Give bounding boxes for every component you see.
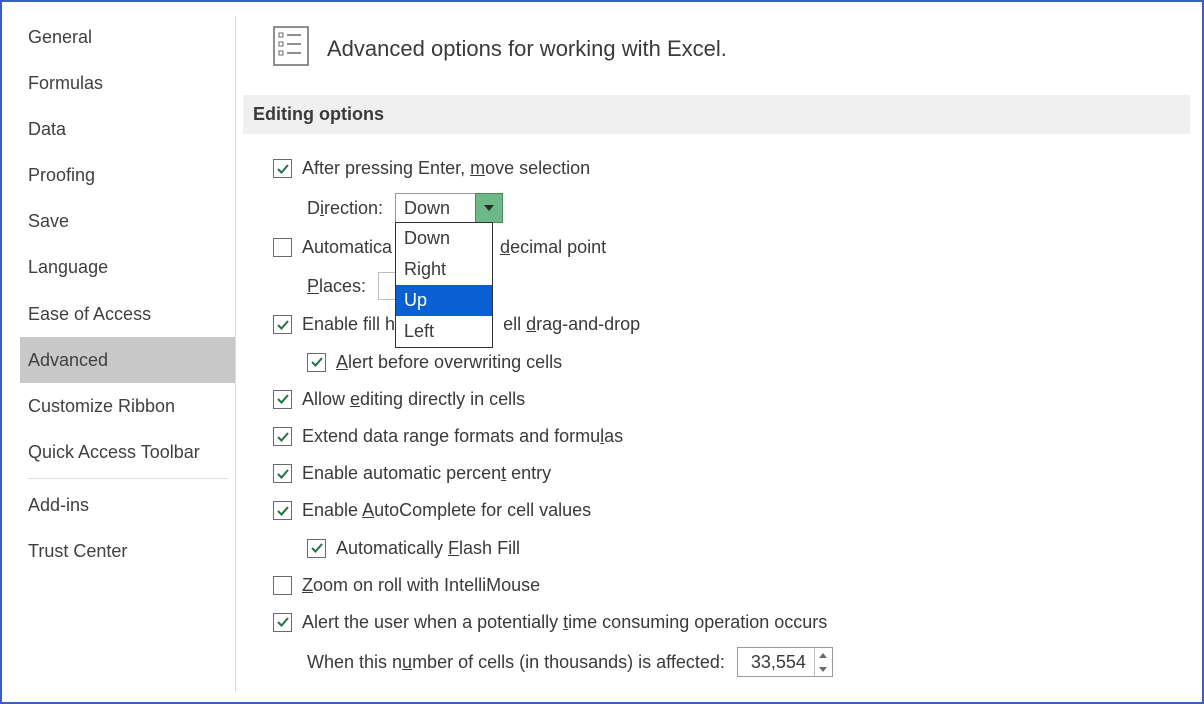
checkbox-flash-fill[interactable]: [307, 539, 326, 558]
label-autocomplete: Enable AutoComplete for cell values: [302, 498, 591, 523]
checkbox-after-enter[interactable]: [273, 159, 292, 178]
chevron-up-icon: [819, 653, 827, 658]
sidebar-separator: [28, 478, 228, 479]
checkbox-auto-decimal[interactable]: [273, 238, 292, 257]
direction-select[interactable]: Down Down Right Up Left: [395, 193, 503, 223]
sidebar-item-ease-of-access[interactable]: Ease of Access: [20, 291, 236, 337]
option-allow-editing[interactable]: Allow editing directly in cells: [273, 387, 1202, 412]
sidebar: General Formulas Data Proofing Save Lang…: [2, 2, 237, 702]
option-auto-percent[interactable]: Enable automatic percent entry: [273, 461, 1202, 486]
option-autocomplete[interactable]: Enable AutoComplete for cell values: [273, 498, 1202, 523]
direction-option-right[interactable]: Right: [396, 254, 492, 285]
sidebar-item-proofing[interactable]: Proofing: [20, 152, 236, 198]
label-alert-time-consuming: Alert the user when a potentially time c…: [302, 610, 827, 635]
sidebar-item-add-ins[interactable]: Add-ins: [20, 482, 236, 528]
checkbox-auto-percent[interactable]: [273, 464, 292, 483]
chevron-down-icon: [484, 205, 494, 211]
option-extend-formats[interactable]: Extend data range formats and formulas: [273, 424, 1202, 449]
cells-threshold-value: 33,554: [738, 648, 814, 676]
checkbox-zoom-intellimouse[interactable]: [273, 576, 292, 595]
sidebar-item-language[interactable]: Language: [20, 244, 236, 290]
checkbox-autocomplete[interactable]: [273, 501, 292, 520]
label-flash-fill: Automatically Flash Fill: [336, 536, 520, 561]
spin-up-button[interactable]: [815, 648, 832, 662]
page-title: Advanced options for working with Excel.: [327, 36, 727, 62]
cells-threshold-row: When this number of cells (in thousands)…: [273, 647, 1202, 677]
label-after-enter: After pressing Enter, move selection: [302, 156, 590, 181]
page-header: Advanced options for working with Excel.: [237, 2, 1202, 95]
option-zoom-intellimouse[interactable]: Zoom on roll with IntelliMouse: [273, 573, 1202, 598]
sidebar-item-save[interactable]: Save: [20, 198, 236, 244]
option-after-enter-move[interactable]: After pressing Enter, move selection: [273, 156, 1202, 181]
direction-option-up[interactable]: Up: [396, 285, 492, 316]
spin-down-button[interactable]: [815, 662, 832, 676]
direction-selected-value: Down: [395, 193, 475, 223]
option-alert-overwrite[interactable]: Alert before overwriting cells: [273, 350, 1202, 375]
checkbox-alert-time-consuming[interactable]: [273, 613, 292, 632]
label-cells-threshold: When this number of cells (in thousands)…: [307, 652, 725, 673]
label-direction: Direction:: [307, 198, 383, 219]
checkbox-allow-editing[interactable]: [273, 390, 292, 409]
sidebar-item-quick-access-toolbar[interactable]: Quick Access Toolbar: [20, 429, 236, 475]
options-list-icon: [273, 26, 309, 71]
sidebar-divider: [235, 16, 236, 692]
main-panel: Advanced options for working with Excel.…: [237, 2, 1202, 702]
label-alert-overwrite: Alert before overwriting cells: [336, 350, 562, 375]
label-zoom-intellimouse: Zoom on roll with IntelliMouse: [302, 573, 540, 598]
direction-dropdown-button[interactable]: [475, 193, 503, 223]
checkbox-fill-handle[interactable]: [273, 315, 292, 334]
direction-option-down[interactable]: Down: [396, 223, 492, 254]
checkbox-alert-overwrite[interactable]: [307, 353, 326, 372]
label-extend-formats: Extend data range formats and formulas: [302, 424, 623, 449]
sidebar-item-general[interactable]: General: [20, 14, 236, 60]
sidebar-item-data[interactable]: Data: [20, 106, 236, 152]
sidebar-item-customize-ribbon[interactable]: Customize Ribbon: [20, 383, 236, 429]
section-header-editing-options: Editing options: [243, 95, 1190, 134]
sidebar-item-trust-center[interactable]: Trust Center: [20, 528, 236, 574]
options-dialog-frame: General Formulas Data Proofing Save Lang…: [0, 0, 1204, 704]
checkbox-extend-formats[interactable]: [273, 427, 292, 446]
option-flash-fill[interactable]: Automatically Flash Fill: [273, 536, 1202, 561]
sidebar-item-formulas[interactable]: Formulas: [20, 60, 236, 106]
label-auto-percent: Enable automatic percent entry: [302, 461, 551, 486]
cells-threshold-spinner: [814, 648, 832, 676]
direction-dropdown-list: Down Right Up Left: [395, 222, 493, 348]
chevron-down-icon: [819, 667, 827, 672]
option-alert-time-consuming[interactable]: Alert the user when a potentially time c…: [273, 610, 1202, 635]
cells-threshold-input[interactable]: 33,554: [737, 647, 833, 677]
sidebar-item-advanced[interactable]: Advanced: [20, 337, 236, 383]
label-places: Places:: [307, 276, 366, 297]
direction-option-left[interactable]: Left: [396, 316, 492, 347]
label-allow-editing: Allow editing directly in cells: [302, 387, 525, 412]
editing-options-body: After pressing Enter, move selection Dir…: [237, 134, 1202, 677]
direction-row: Direction: Down Down Right Up Left: [273, 193, 1202, 223]
